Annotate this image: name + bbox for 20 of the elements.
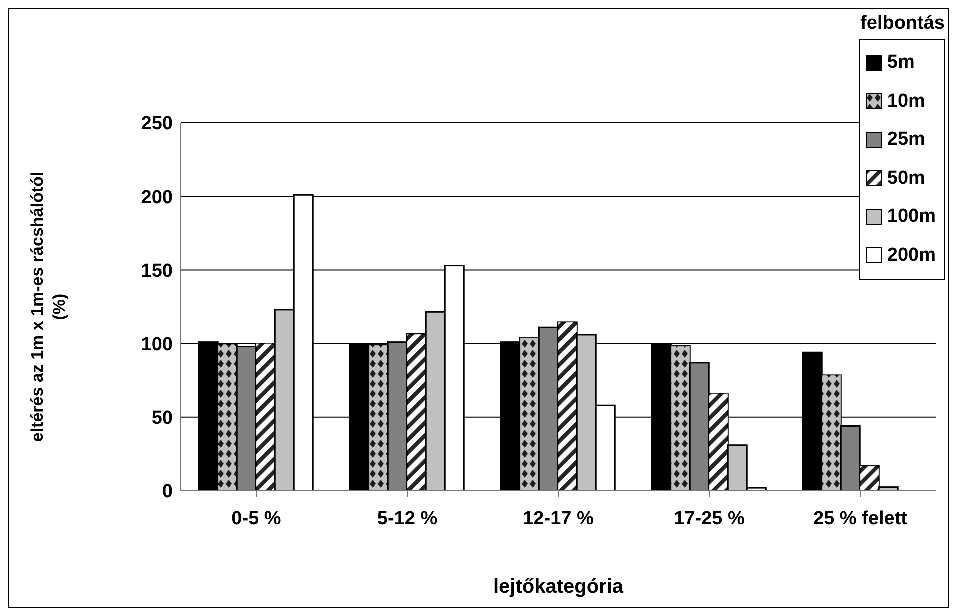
- y-tick-label: 50: [152, 408, 173, 430]
- y-axis-title: eltérés az 1m x 1m-es rácshálótól (%): [28, 172, 69, 442]
- y-tick-label: 250: [141, 114, 173, 135]
- y-tick-label: 150: [141, 260, 173, 282]
- x-tick-label: 12-17 %: [523, 508, 594, 530]
- y-tick-label: 200: [141, 187, 173, 208]
- x-tick-label: 17-25 %: [674, 508, 745, 530]
- x-axis-title: lejtőkategória: [493, 576, 624, 598]
- legend-title: felbontás: [860, 13, 945, 35]
- legend-label: 50m: [887, 168, 926, 190]
- legend-label: 5m: [887, 52, 915, 74]
- x-tick-label: 5-12 %: [377, 508, 438, 530]
- x-tick-label: 0-5 %: [232, 508, 282, 530]
- legend-label: 10m: [887, 90, 926, 113]
- legend-label: 25m: [887, 129, 926, 152]
- legend-label: 100m: [887, 206, 936, 228]
- y-tick-label: 0: [162, 482, 173, 503]
- x-tick-label: 25 % felett: [814, 508, 908, 530]
- y-tick-label: 100: [141, 334, 173, 356]
- legend-label: 200m: [887, 244, 936, 267]
